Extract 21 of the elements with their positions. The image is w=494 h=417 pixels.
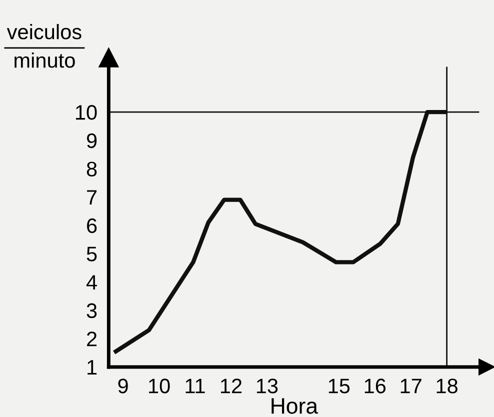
y-tick-label: 2 [87,332,97,346]
x-tick-label: 16 [364,378,386,394]
x-tick-label: 13 [256,378,278,394]
y-tick-label: 8 [86,162,97,176]
y-axis-title: veiculos minuto [6,24,82,68]
y-tick-label: 5 [86,246,97,262]
y-tick-label: 4 [86,275,97,290]
y-tick-label: 6 [87,218,97,234]
y-tick-label: 3 [86,303,97,318]
x-tick-label: 10 [149,378,170,394]
x-tick-label: 12 [220,378,242,394]
x-tick-label: 11 [186,378,205,394]
x-tick-label: 18 [436,378,458,394]
y-tick-label: 9 [86,133,97,148]
y-tick-label: 7 [87,190,97,205]
x-tick-label: 9 [118,378,128,394]
x-tick-label: 17 [400,378,422,394]
x-tick-label: 15 [328,378,350,394]
y-tick-label: 1 [88,360,97,375]
x-axis-title: Hora [272,398,318,414]
y-tick-label: 10 [76,105,97,120]
